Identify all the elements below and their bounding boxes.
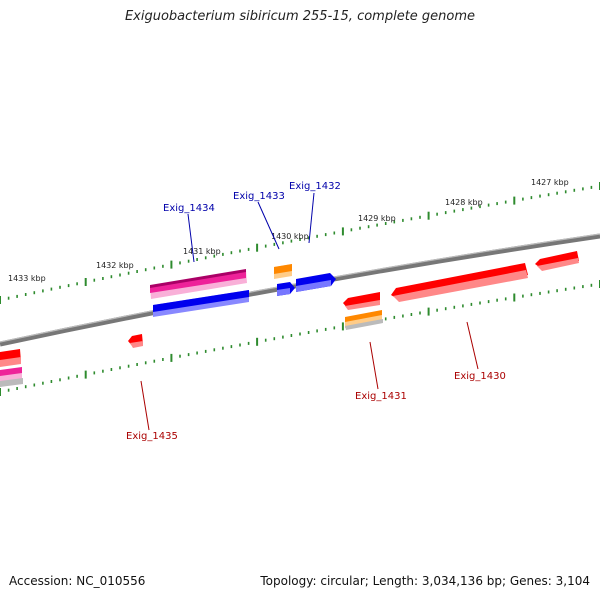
connector-exig-1431	[369, 341, 379, 390]
connector-exig-1430	[466, 321, 479, 370]
gene-exig-1433-blue[interactable]	[277, 282, 295, 296]
gene-label-exig-1430[interactable]: Exig_1430	[454, 371, 506, 382]
gene-exig-1435[interactable]	[128, 334, 143, 348]
gene-exig-1430[interactable]	[391, 263, 528, 302]
gene-exig-1429[interactable]	[535, 251, 579, 271]
gene-exig-1432[interactable]	[296, 273, 336, 292]
connector-exig-1432	[308, 192, 315, 244]
kbp-tick-label: 1432 kbp	[96, 261, 134, 270]
gene-label-exig-1435[interactable]: Exig_1435	[126, 431, 178, 442]
gene-label-exig-1433[interactable]: Exig_1433	[233, 191, 285, 202]
gene-exig-1433[interactable]	[274, 264, 292, 279]
gene-left-edge-magenta[interactable]	[0, 367, 23, 387]
kbp-tick-label: 1428 kbp	[445, 198, 483, 207]
connector-exig-1433	[257, 201, 280, 250]
gene-label-exig-1434[interactable]: Exig_1434	[163, 203, 215, 214]
gene-label-exig-1431[interactable]: Exig_1431	[355, 391, 407, 402]
connector-exig-1434	[187, 213, 195, 263]
gene-exig-1431-orange[interactable]	[345, 310, 383, 330]
kbp-tick-label: 1430 kbp	[271, 232, 309, 241]
kbp-tick-label: 1429 kbp	[358, 214, 396, 223]
kbp-tick-label: 1427 kbp	[531, 178, 569, 187]
lower-tick-row	[0, 280, 600, 396]
connector-exig-1435	[140, 380, 150, 431]
upper-tick-row	[0, 182, 600, 304]
gene-exig-1431[interactable]	[343, 292, 380, 310]
map-title: Exiguobacterium sibiricum 255-15, comple…	[124, 9, 476, 24]
kbp-tick-label: 1431 kbp	[183, 247, 221, 256]
gene-exig-1434[interactable]	[153, 290, 249, 317]
gene-label-exig-1432[interactable]: Exig_1432	[289, 181, 341, 192]
accession-text: Accession: NC_010556	[9, 574, 146, 588]
gene-left-edge-red[interactable]	[0, 349, 21, 367]
gene-exig-1434-magenta[interactable]	[150, 269, 247, 299]
topology-summary: Topology: circular; Length: 3,034,136 bp…	[260, 574, 590, 588]
kbp-tick-label: 1433 kbp	[8, 274, 46, 283]
